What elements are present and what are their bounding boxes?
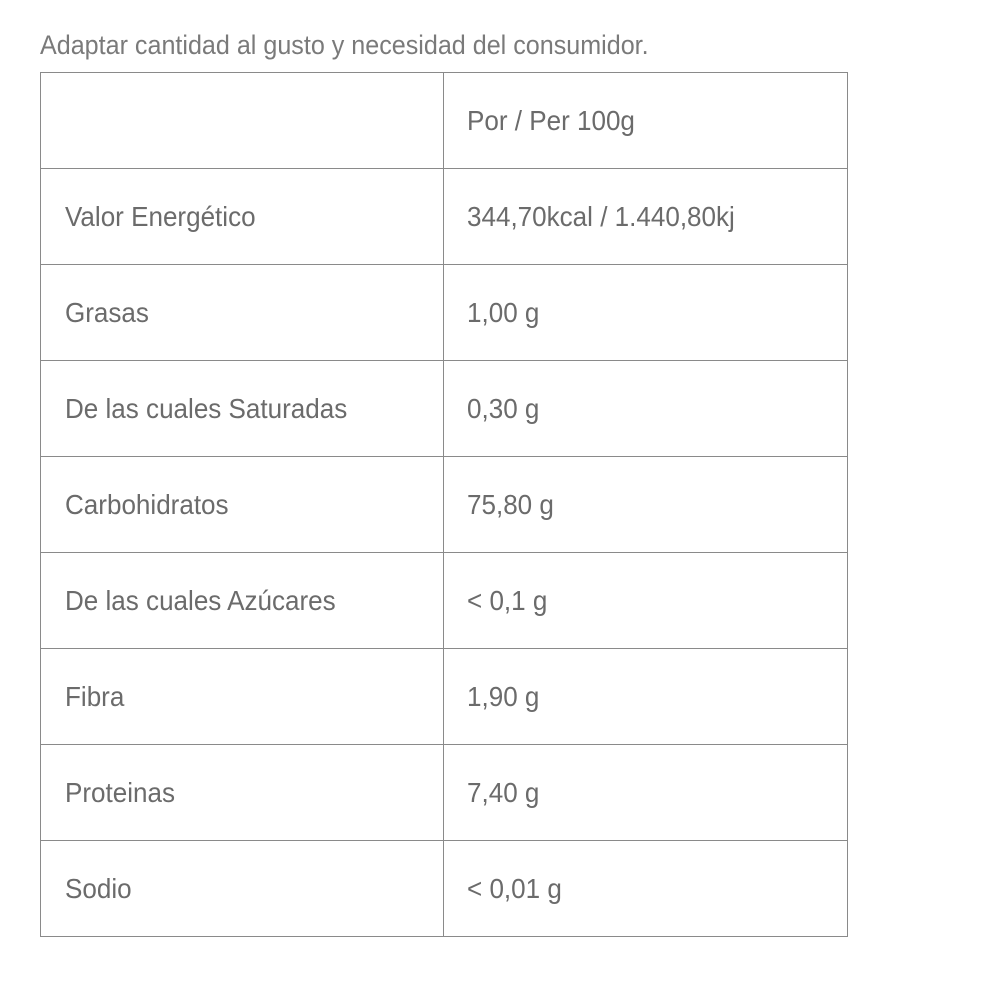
table-row: Carbohidratos 75,80 g	[40, 456, 848, 553]
table-row: De las cuales Saturadas 0,30 g	[40, 360, 848, 457]
row-label: Sodio	[40, 840, 444, 937]
row-label: Proteinas	[40, 744, 444, 841]
row-value: 7,40 g	[443, 744, 848, 841]
row-value: 75,80 g	[443, 456, 848, 553]
table-row: Valor Energético 344,70kcal / 1.440,80kj	[40, 168, 848, 265]
row-value: 1,00 g	[443, 264, 848, 361]
table-row: Fibra 1,90 g	[40, 648, 848, 745]
header-cell-per-100g: Por / Per 100g	[443, 72, 848, 169]
row-value: 1,90 g	[443, 648, 848, 745]
table-row: Proteinas 7,40 g	[40, 744, 848, 841]
row-value: 344,70kcal / 1.440,80kj	[443, 168, 848, 265]
row-value: 0,30 g	[443, 360, 848, 457]
row-label: Grasas	[40, 264, 444, 361]
table-row: Sodio < 0,01 g	[40, 840, 848, 937]
table-header-row: Por / Per 100g	[40, 72, 848, 169]
nutrition-table: Por / Per 100g Valor Energético 344,70kc…	[40, 72, 848, 937]
row-label: De las cuales Saturadas	[40, 360, 444, 457]
table-row: De las cuales Azúcares < 0,1 g	[40, 552, 848, 649]
row-label: Valor Energético	[40, 168, 444, 265]
table-row: Grasas 1,00 g	[40, 264, 848, 361]
row-value: < 0,1 g	[443, 552, 848, 649]
row-value: < 0,01 g	[443, 840, 848, 937]
header-cell-empty	[40, 72, 444, 169]
caption: Adaptar cantidad al gusto y necesidad de…	[40, 30, 649, 60]
row-label: Fibra	[40, 648, 444, 745]
row-label: De las cuales Azúcares	[40, 552, 444, 649]
row-label: Carbohidratos	[40, 456, 444, 553]
